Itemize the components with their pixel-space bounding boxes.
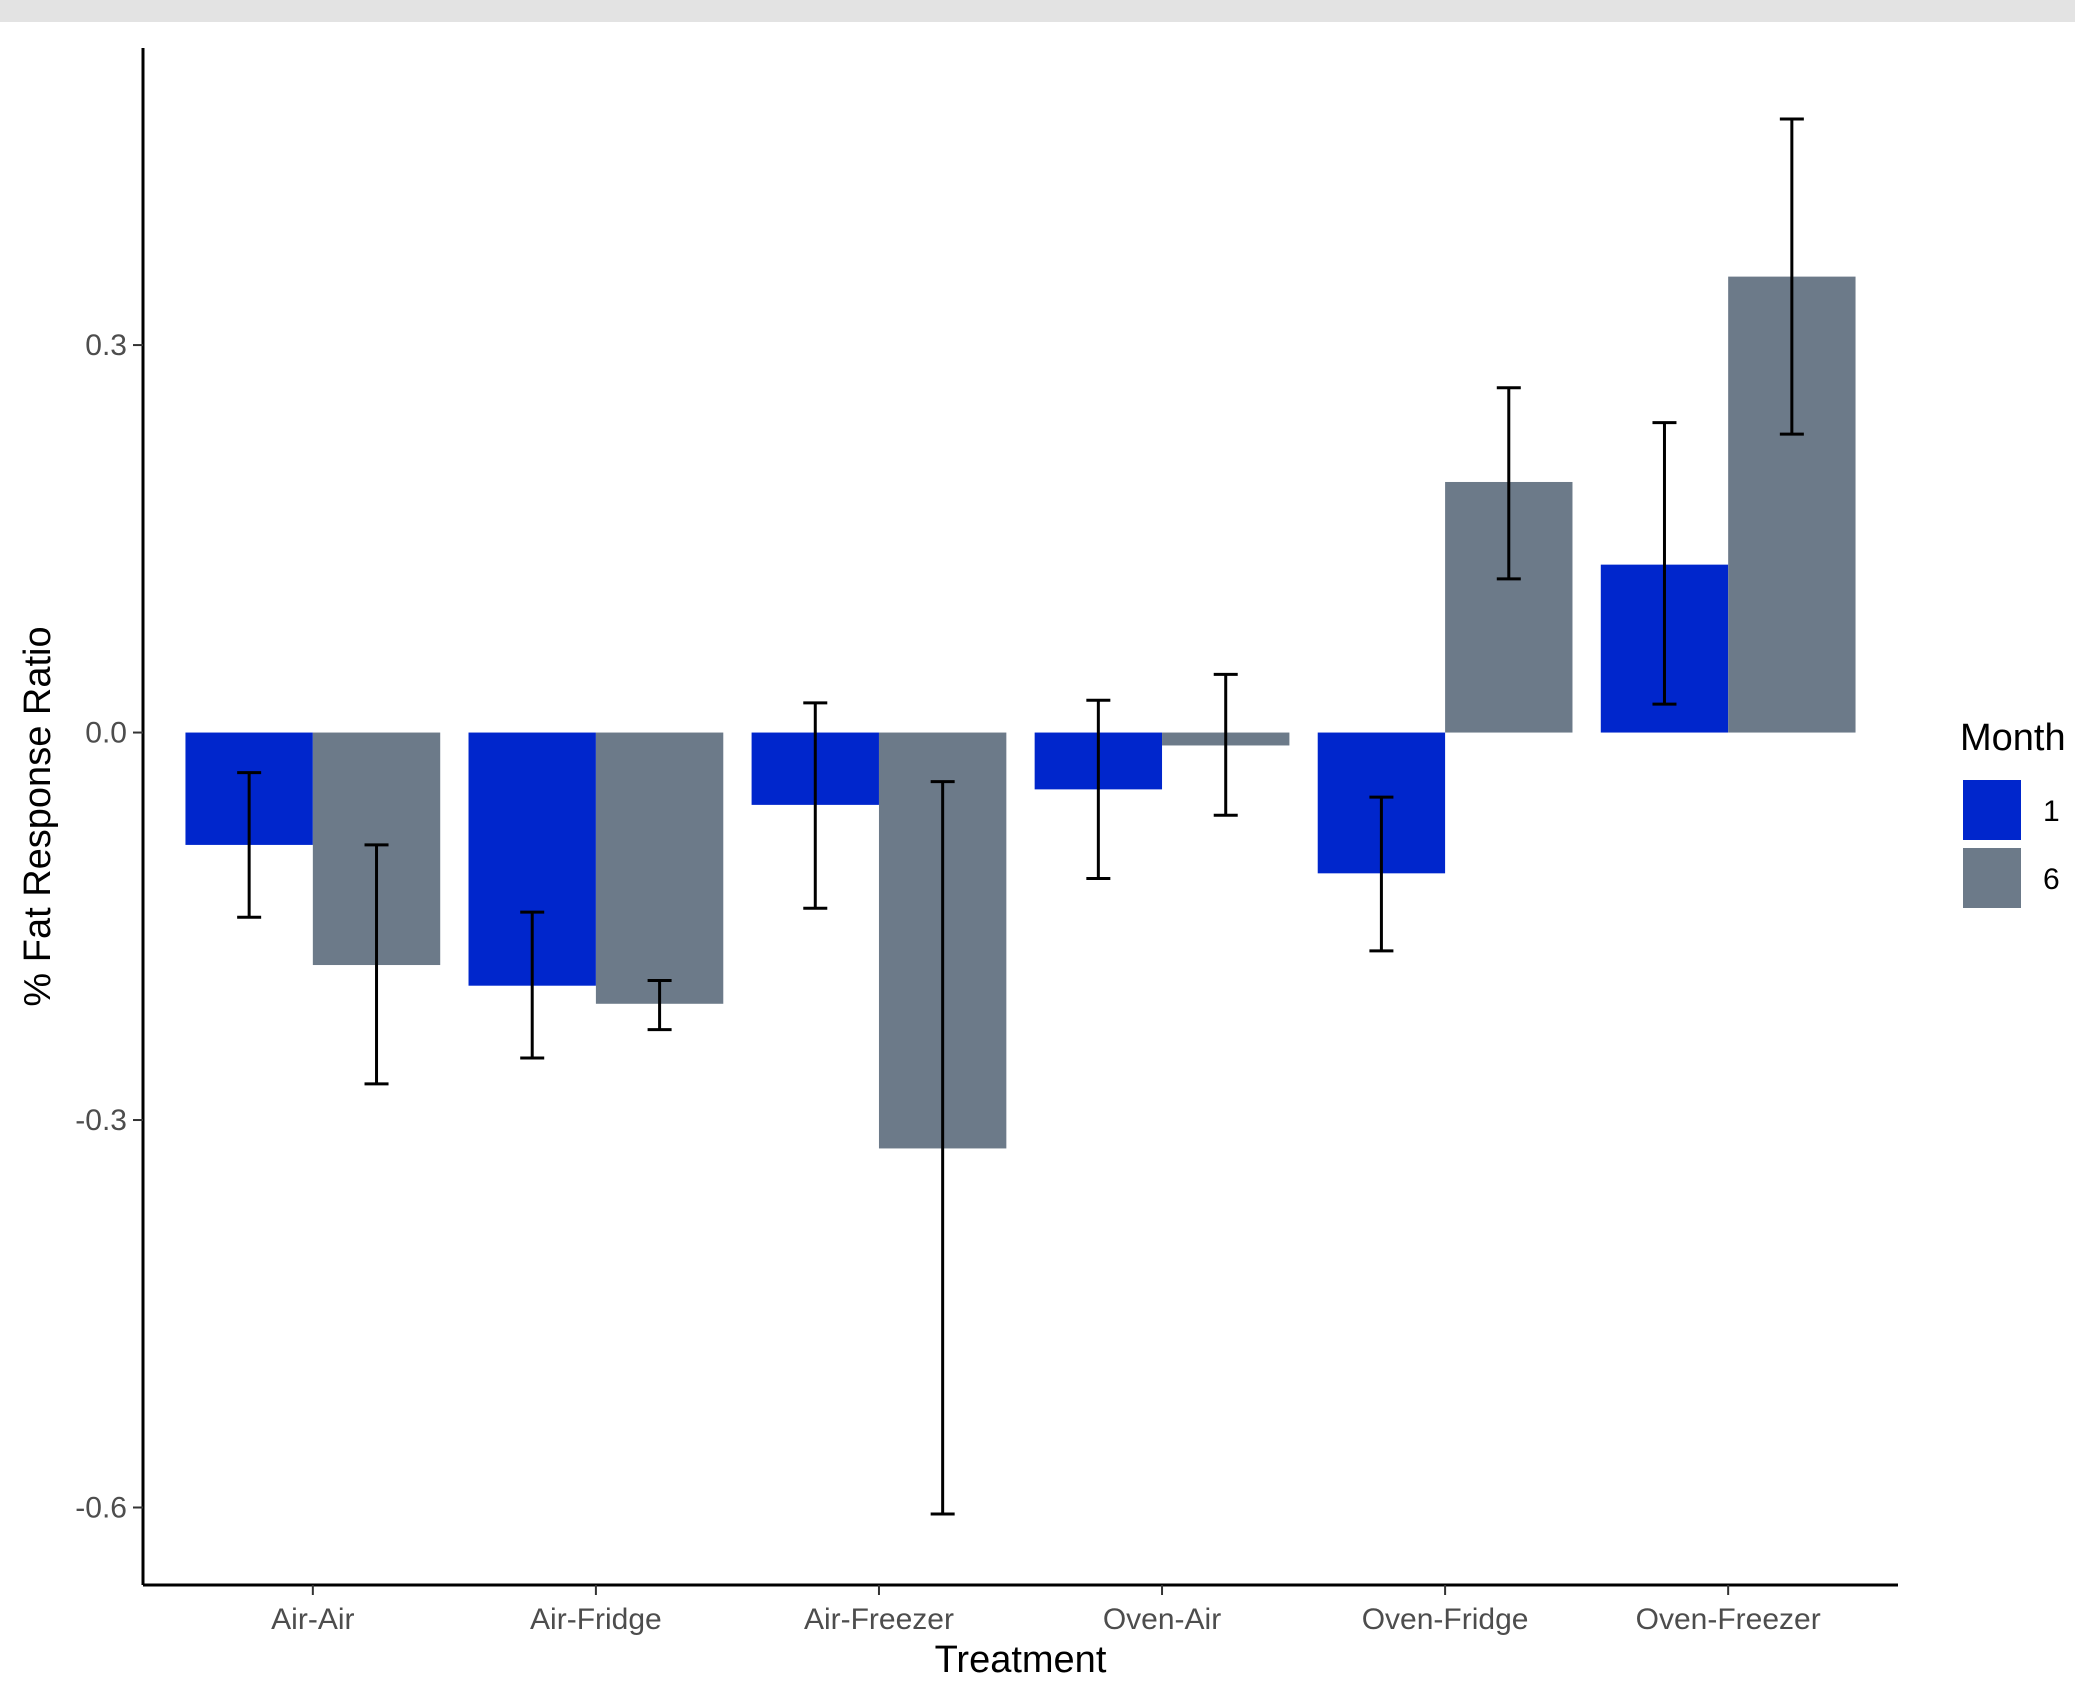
y-tick-label: -0.3 xyxy=(75,1104,127,1137)
bar-month-6-air-fridge xyxy=(595,732,724,1004)
legend-title: Month xyxy=(1960,717,2066,759)
x-tick-label: Oven-Freezer xyxy=(1636,1603,1821,1636)
bars-layer xyxy=(185,276,1856,1149)
x-axis-title: Treatment xyxy=(935,1639,1107,1681)
error-bar-month-1-air-fridge xyxy=(520,910,545,1060)
y-tick-label: 0.0 xyxy=(85,717,127,750)
y-ticks: 0.3 0.0 -0.3 -0.6 xyxy=(75,329,143,1525)
x-tick-label: Oven-Air xyxy=(1103,1603,1221,1636)
x-tick-label: Air-Air xyxy=(271,1603,354,1636)
error-bar-month-6-air-freezer xyxy=(930,780,955,1516)
legend-label-month-6: 6 xyxy=(2043,863,2060,896)
x-ticks: Air-Air Air-Fridge Air-Freezer Oven-Air Oven… xyxy=(271,1585,1821,1636)
chart-figure: 0.3 0.0 -0.3 -0.6 Air-Air Air-Fridge Air-Free… xyxy=(0,22,2075,1681)
legend-swatch-month-1 xyxy=(1963,780,2021,840)
error-bar-month-6-oven-air xyxy=(1213,672,1238,817)
legend-swatch-month-6 xyxy=(1963,848,2021,908)
y-tick-label: 0.3 xyxy=(85,329,127,362)
y-tick-label: -0.6 xyxy=(75,1492,127,1525)
error-bar-month-1-oven-fridge xyxy=(1369,795,1394,953)
y-axis-title: % Fat Response Ratio xyxy=(17,626,59,1006)
bar-chart: 0.3 0.0 -0.3 -0.6 Air-Air Air-Fridge Air-Free… xyxy=(17,48,2066,1681)
error-bars-layer xyxy=(237,117,1804,1516)
x-tick-label: Oven-Fridge xyxy=(1362,1603,1529,1636)
error-bar-month-1-air-air xyxy=(237,771,262,919)
error-bar-month-1-oven-freezer xyxy=(1652,421,1677,706)
legend: Month 16 xyxy=(1960,717,2066,908)
error-bar-month-1-oven-air xyxy=(1086,698,1111,880)
legend-items: 16 xyxy=(1963,780,2060,908)
error-bar-month-1-air-freezer xyxy=(803,701,828,910)
error-bar-month-6-air-fridge xyxy=(647,979,672,1032)
x-tick-label: Air-Freezer xyxy=(804,1603,954,1636)
error-bar-month-6-oven-fridge xyxy=(1496,386,1521,581)
error-bar-month-6-air-air xyxy=(364,843,389,1086)
legend-label-month-1: 1 xyxy=(2043,795,2060,828)
error-bar-month-6-oven-freezer xyxy=(1779,117,1804,436)
x-tick-label: Air-Fridge xyxy=(530,1603,662,1636)
